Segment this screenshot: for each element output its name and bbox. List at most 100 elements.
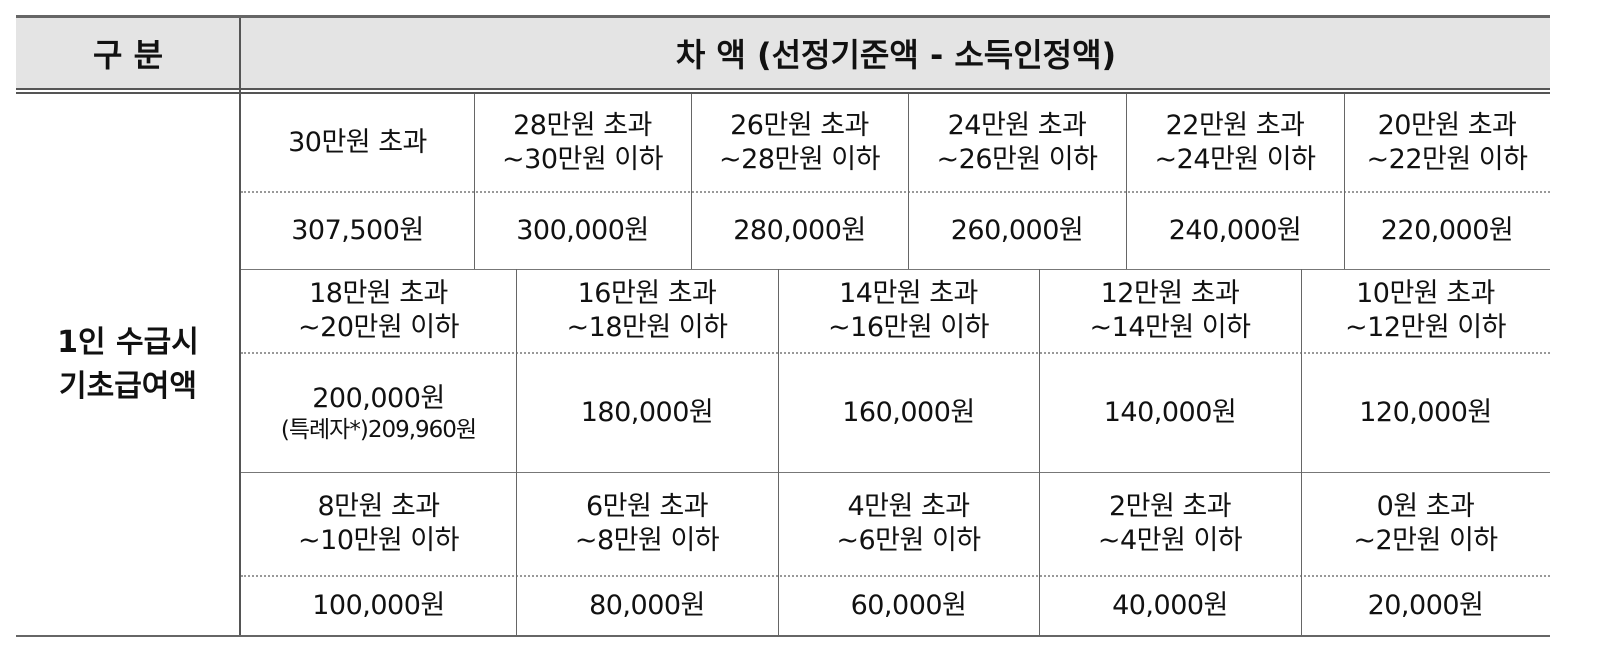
amount-cell: 220,000원	[1344, 192, 1550, 269]
range-text: ~4만원 이하	[1097, 525, 1243, 556]
range-amount-divider	[241, 191, 1550, 193]
range-text: 2만원 초과	[1108, 491, 1232, 522]
cell-divider	[778, 472, 779, 635]
range-text: 24만원 초과	[947, 110, 1087, 141]
range-cell: 2만원 초과 ~4만원 이하	[1039, 472, 1301, 576]
cell-divider	[691, 94, 692, 269]
range-cell: 10만원 초과 ~12만원 이하	[1301, 269, 1550, 353]
header-difference: 차 액 (선정기준액 - 소득인정액)	[675, 36, 1117, 74]
amount-text: 220,000원	[1380, 214, 1514, 246]
range-text: 4만원 초과	[847, 491, 970, 522]
range-text: 18만원 초과	[309, 278, 448, 309]
range-cell: 18만원 초과 ~20만원 이하	[241, 269, 516, 353]
amount-cell: 180,000원	[516, 353, 778, 472]
amount-cell: 100,000원	[241, 576, 516, 635]
header-divider-second	[16, 92, 1550, 94]
range-text: 26만원 초과	[730, 110, 869, 141]
range-text: ~28만원 이하	[719, 144, 880, 175]
range-text: ~18만원 이하	[566, 312, 728, 343]
cell-divider	[1126, 94, 1127, 269]
amount-cell: 260,000원	[908, 192, 1126, 269]
cell-divider	[516, 472, 517, 635]
range-cell: 12만원 초과 ~14만원 이하	[1039, 269, 1301, 353]
tier-divider	[241, 269, 1550, 270]
amount-cell: 200,000원 (특례자*)209,960원	[241, 353, 516, 472]
amount-cell: 20,000원	[1301, 576, 1550, 635]
cell-divider	[516, 269, 517, 472]
cell-divider	[474, 94, 475, 269]
amount-text: 200,000원	[312, 382, 445, 414]
range-text: ~10만원 이하	[298, 525, 459, 556]
amount-text: 240,000원	[1168, 214, 1302, 246]
range-cell: 24만원 초과 ~26만원 이하	[908, 94, 1126, 192]
amount-cell: 60,000원	[778, 576, 1039, 635]
amount-cell: 240,000원	[1126, 192, 1344, 269]
row-label-line-2: 기초급여액	[59, 368, 197, 404]
amount-text: 280,000원	[733, 214, 866, 246]
special-amount-text: (특례자*)209,960원	[280, 416, 477, 443]
range-text: 22만원 초과	[1165, 110, 1305, 141]
range-text: ~16만원 이하	[828, 312, 989, 343]
cell-divider	[1301, 472, 1302, 635]
range-text: ~14만원 이하	[1089, 312, 1251, 343]
range-cell: 22만원 초과 ~24만원 이하	[1126, 94, 1344, 192]
amount-cell: 300,000원	[474, 192, 691, 269]
table-top-rule	[16, 15, 1550, 18]
amount-text: 307,500원	[291, 214, 424, 246]
cell-divider	[1301, 269, 1302, 472]
range-text: 10만원 초과	[1356, 278, 1495, 309]
range-text: 0원 초과	[1376, 491, 1475, 522]
cell-divider	[1344, 94, 1345, 269]
range-cell: 16만원 초과 ~18만원 이하	[516, 269, 778, 353]
range-text: 28만원 초과	[513, 110, 652, 141]
amount-cell: 140,000원	[1039, 353, 1301, 472]
amount-cell: 80,000원	[516, 576, 778, 635]
range-text: ~24만원 이하	[1154, 144, 1316, 175]
range-text: 16만원 초과	[577, 278, 717, 309]
range-text: ~12만원 이하	[1345, 312, 1506, 343]
range-amount-divider	[241, 575, 1550, 577]
amount-cell: 307,500원	[241, 192, 474, 269]
column-separator	[239, 18, 241, 637]
cell-divider	[1039, 472, 1040, 635]
range-text: 14만원 초과	[839, 278, 978, 309]
amount-text: 180,000원	[580, 396, 714, 428]
range-cell: 4만원 초과 ~6만원 이하	[778, 472, 1039, 576]
range-text: ~22만원 이하	[1366, 144, 1528, 175]
amount-text: 100,000원	[312, 589, 445, 621]
amount-text: 60,000원	[850, 589, 967, 621]
range-text: ~2만원 이하	[1353, 525, 1498, 556]
range-cell: 30만원 초과	[241, 94, 474, 192]
amount-text: 120,000원	[1359, 396, 1492, 428]
range-cell: 26만원 초과 ~28만원 이하	[691, 94, 908, 192]
amount-text: 140,000원	[1103, 396, 1237, 428]
range-text: 6만원 초과	[585, 491, 709, 522]
amount-text: 300,000원	[516, 214, 649, 246]
range-cell: 14만원 초과 ~16만원 이하	[778, 269, 1039, 353]
table-header: 구 분 차 액 (선정기준액 - 소득인정액)	[16, 18, 1550, 88]
cell-divider	[1039, 269, 1040, 472]
amount-text: 80,000원	[589, 589, 705, 621]
range-text: ~6만원 이하	[836, 525, 981, 556]
range-cell: 28만원 초과 ~30만원 이하	[474, 94, 691, 192]
amount-cell: 40,000원	[1039, 576, 1301, 635]
range-text: 8만원 초과	[317, 491, 440, 522]
range-cell: 8만원 초과 ~10만원 이하	[241, 472, 516, 576]
range-text: 30만원 초과	[288, 127, 427, 158]
amount-cell: 280,000원	[691, 192, 908, 269]
amount-text: 260,000원	[950, 214, 1084, 246]
range-cell: 6만원 초과 ~8만원 이하	[516, 472, 778, 576]
header-category: 구 분	[92, 36, 164, 74]
amount-text: 20,000원	[1367, 589, 1484, 621]
amount-cell: 160,000원	[778, 353, 1039, 472]
range-text: 20만원 초과	[1377, 110, 1517, 141]
header-divider	[16, 88, 1550, 90]
range-cell: 20만원 초과 ~22만원 이하	[1344, 94, 1550, 192]
row-label: 1인 수급시 기초급여액	[16, 94, 240, 635]
row-label-line-1: 1인 수급시	[57, 324, 199, 360]
range-text: ~20만원 이하	[298, 312, 459, 343]
amount-cell: 120,000원	[1301, 353, 1550, 472]
amount-text: 160,000원	[842, 396, 975, 428]
range-text: ~8만원 이하	[574, 525, 720, 556]
range-text: ~30만원 이하	[502, 144, 663, 175]
